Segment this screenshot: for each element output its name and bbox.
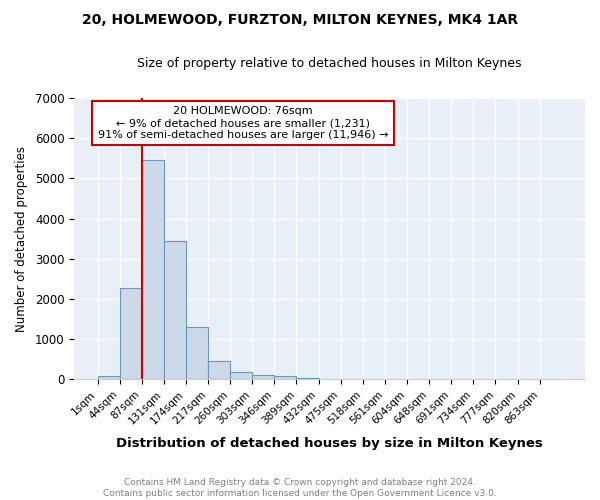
Bar: [208, 361, 230, 380]
Bar: [98, 376, 119, 380]
Bar: [274, 376, 296, 380]
Bar: [296, 378, 319, 380]
Text: Contains HM Land Registry data © Crown copyright and database right 2024.
Contai: Contains HM Land Registry data © Crown c…: [103, 478, 497, 498]
Bar: [164, 242, 186, 380]
Bar: [252, 376, 274, 380]
Text: 20 HOLMEWOOD: 76sqm
← 9% of detached houses are smaller (1,231)
91% of semi-deta: 20 HOLMEWOOD: 76sqm ← 9% of detached hou…: [98, 106, 388, 140]
Title: Size of property relative to detached houses in Milton Keynes: Size of property relative to detached ho…: [137, 58, 522, 70]
Text: 20, HOLMEWOOD, FURZTON, MILTON KEYNES, MK4 1AR: 20, HOLMEWOOD, FURZTON, MILTON KEYNES, M…: [82, 12, 518, 26]
X-axis label: Distribution of detached houses by size in Milton Keynes: Distribution of detached houses by size …: [116, 437, 543, 450]
Bar: [142, 160, 164, 380]
Bar: [230, 372, 252, 380]
Bar: [119, 288, 142, 380]
Y-axis label: Number of detached properties: Number of detached properties: [15, 146, 28, 332]
Bar: [186, 327, 208, 380]
